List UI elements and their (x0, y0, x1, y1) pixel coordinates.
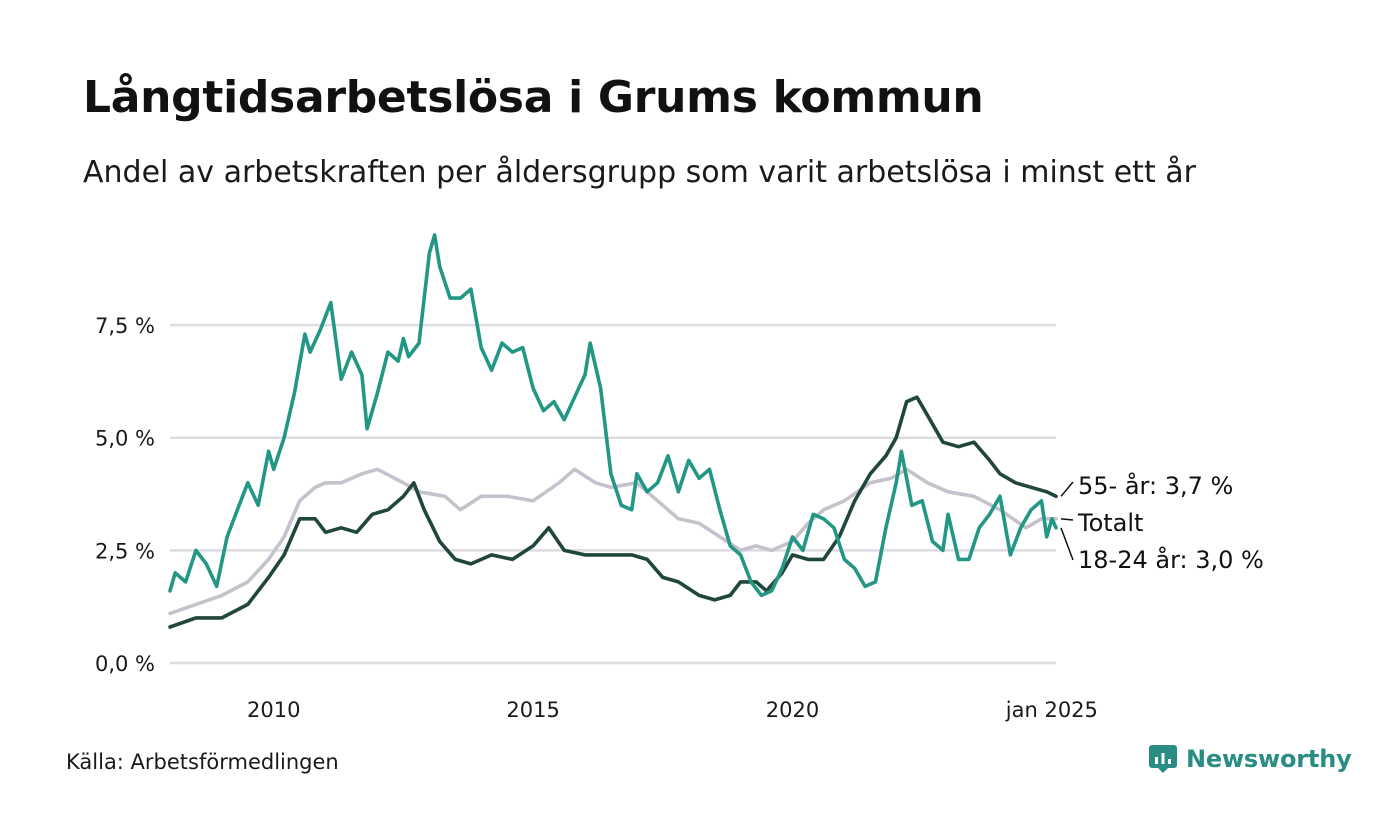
x-tick-label: 2020 (766, 698, 819, 722)
series-line-18-24-r (168, 233, 1058, 598)
brand-name: Newsworthy (1186, 745, 1352, 773)
source-note: Källa: Arbetsförmedlingen (66, 750, 339, 774)
line-chart: 0,0 % 2,5 % 5,0 % 7,5 % 2010 2015 2020 jan 2025… (95, 233, 1264, 722)
series-line-55-r (168, 395, 1058, 629)
newsworthy-logo-icon (1149, 745, 1177, 773)
chart-title: Långtidsarbetslösa i Grums kommun (83, 72, 984, 123)
x-tick-label: jan 2025 (1005, 698, 1098, 722)
y-tick-label: 7,5 % (95, 314, 155, 338)
series-end-label: 18-24 år: 3,0 % (1078, 545, 1264, 574)
brand-logo: Newsworthy (1148, 744, 1352, 774)
series-end-label: Totalt (1077, 509, 1143, 537)
y-tick-label: 2,5 % (95, 539, 155, 563)
series-end-label: 55- år: 3,7 % (1078, 471, 1233, 500)
series-line-totalt (168, 467, 1058, 616)
y-tick-label: 5,0 % (95, 427, 155, 451)
x-tick-label: 2015 (506, 698, 559, 722)
label-leader-line (1060, 481, 1074, 497)
label-leader-line (1060, 527, 1074, 561)
chart-subtitle: Andel av arbetskraften per åldersgrupp s… (83, 155, 1196, 190)
y-tick-label: 0,0 % (95, 652, 155, 676)
label-leader-line (1060, 518, 1074, 521)
x-tick-label: 2010 (247, 698, 300, 722)
